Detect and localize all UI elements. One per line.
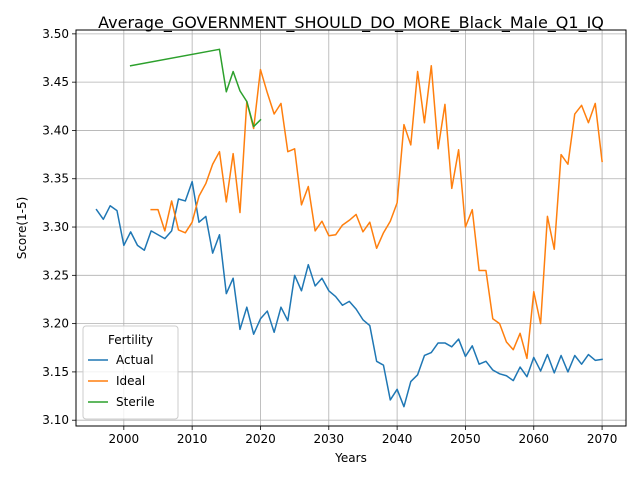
chart-title: Average_GOVERNMENT_SHOULD_DO_MORE_Black_…	[98, 13, 604, 33]
x-tick-label: 2040	[382, 432, 413, 446]
legend-title: Fertility	[108, 333, 153, 347]
x-tick-label: 2050	[450, 432, 481, 446]
legend-items: Actual Ideal Sterile	[88, 353, 155, 409]
series-line-actual	[95, 180, 603, 408]
plot-lines	[95, 48, 603, 408]
x-axis-label: Years	[334, 451, 367, 465]
legend-label-ideal: Ideal	[116, 374, 145, 388]
series-line-ideal	[150, 64, 603, 360]
x-tick-label: 2000	[109, 432, 140, 446]
legend-label-sterile: Sterile	[116, 395, 155, 409]
ticks: 2000 2010 2020 2030 2040 2050 2060 2070 3.10 3.15…	[42, 27, 617, 446]
plot-frame	[75, 29, 627, 427]
y-tick-label: 3.40	[42, 123, 69, 137]
legend: Fertility Actual Ideal Sterile	[82, 325, 179, 420]
y-tick-label: 3.20	[42, 317, 69, 331]
y-tick-label: 3.10	[42, 413, 69, 427]
x-tick-label: 2010	[177, 432, 208, 446]
y-tick-label: 3.25	[42, 268, 69, 282]
x-tick-label: 2070	[587, 432, 618, 446]
legend-box	[82, 325, 179, 420]
series-line-sterile	[129, 48, 262, 128]
legend-label-actual: Actual	[116, 353, 154, 367]
x-tick-label: 2060	[518, 432, 549, 446]
y-tick-label: 3.45	[42, 75, 69, 89]
x-tick-label: 2020	[245, 432, 276, 446]
grid	[76, 30, 626, 426]
y-tick-label: 3.35	[42, 172, 69, 186]
y-axis-label: Score(1-5)	[15, 197, 29, 260]
y-tick-label: 3.15	[42, 365, 69, 379]
y-tick-label: 3.30	[42, 220, 69, 234]
y-tick-label: 3.50	[42, 27, 69, 41]
x-tick-label: 2030	[314, 432, 345, 446]
